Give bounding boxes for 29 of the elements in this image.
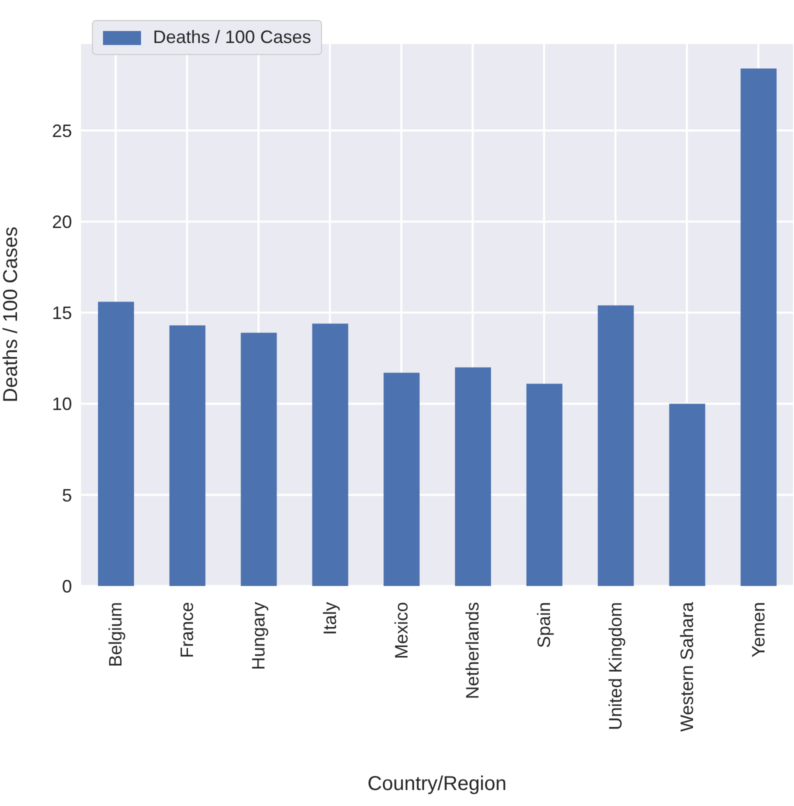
x-tick-label: France bbox=[177, 602, 198, 658]
y-tick-label: 0 bbox=[62, 576, 72, 596]
bar bbox=[598, 305, 634, 586]
bar bbox=[740, 68, 777, 586]
bar bbox=[455, 367, 491, 586]
y-tick-label: 10 bbox=[52, 394, 72, 414]
bar bbox=[312, 324, 348, 586]
bar bbox=[384, 372, 420, 586]
x-tick-label: Italy bbox=[320, 602, 340, 636]
x-axis-title: Country/Region bbox=[368, 773, 506, 795]
y-tick-label: 15 bbox=[52, 303, 72, 324]
bar bbox=[240, 332, 277, 586]
bar bbox=[98, 302, 134, 586]
x-tick-label: Netherlands bbox=[462, 602, 483, 700]
x-tick-label: Spain bbox=[534, 602, 554, 648]
y-axis-title: Deaths / 100 Cases bbox=[0, 226, 22, 402]
x-tick-label: Western Sahara bbox=[676, 601, 697, 732]
bar bbox=[526, 384, 562, 586]
x-tick-label: Belgium bbox=[106, 602, 126, 668]
x-tick-label: Yemen bbox=[748, 602, 768, 658]
bar bbox=[169, 325, 206, 586]
x-tick-label: Hungary bbox=[248, 602, 268, 670]
y-tick-label: 25 bbox=[52, 120, 72, 141]
y-tick-label: 5 bbox=[62, 485, 72, 506]
legend-label: Deaths / 100 Cases bbox=[153, 27, 312, 48]
x-tick-label: Mexico bbox=[391, 602, 412, 660]
x-tick-label: United Kingdom bbox=[606, 602, 626, 730]
bar bbox=[669, 404, 706, 586]
y-tick-label: 20 bbox=[52, 212, 72, 232]
